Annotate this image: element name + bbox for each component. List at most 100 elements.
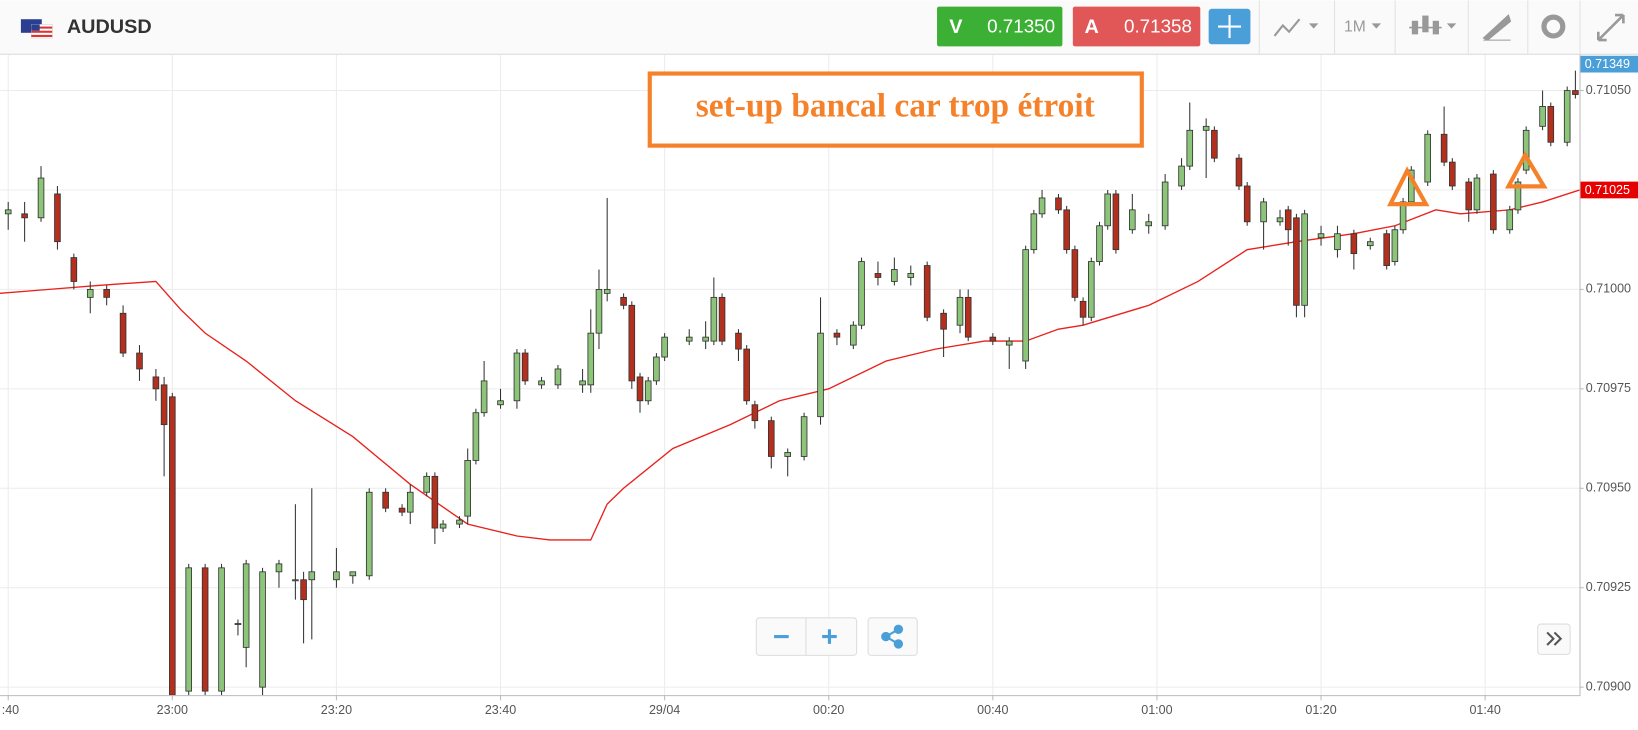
price-tag (1580, 55, 1638, 73)
candle-body (1202, 125, 1210, 131)
candle-body (858, 261, 865, 326)
candle-body (685, 336, 693, 342)
x-tick-label: 00:40 (977, 703, 1008, 717)
candle-body (1473, 177, 1481, 211)
candle-body (472, 412, 480, 461)
candle-body (1055, 197, 1062, 211)
candle-body (275, 563, 283, 573)
candle-body (1112, 193, 1120, 251)
candle-icon[interactable] (1409, 15, 1457, 35)
candle-body (1243, 185, 1251, 223)
y-tick-label: 0.70925 (1586, 580, 1631, 594)
zoom-controls (755, 617, 1571, 656)
y-tick-label: 0.70950 (1586, 481, 1631, 495)
candle-body (1005, 340, 1013, 346)
candle-body (234, 623, 242, 625)
buy-button[interactable] (1072, 6, 1201, 47)
candle-body (185, 567, 193, 692)
candle-body (218, 567, 225, 692)
candle-body (1563, 90, 1571, 143)
candle-body (940, 312, 947, 330)
candle-body (1096, 225, 1103, 262)
candle-body (989, 336, 997, 342)
candle-body (1465, 181, 1473, 211)
candle-body (1104, 193, 1111, 227)
annotation-text: set-up bancal car trop étroit (696, 88, 1095, 125)
candle-body (1440, 133, 1448, 163)
candle-body (891, 269, 898, 282)
buy-price[interactable]: 0.71358 (1124, 16, 1192, 37)
candle-body (1178, 165, 1185, 187)
candle-body (554, 368, 562, 386)
candle-body (1161, 181, 1169, 227)
candle-body (636, 376, 644, 402)
candle-body (349, 571, 357, 577)
candle-body (538, 380, 545, 386)
candle-body (1490, 173, 1497, 231)
candle-body (4, 209, 12, 215)
price-tag-label: 0.71349 (1585, 57, 1630, 71)
sell-price[interactable]: 0.71350 (987, 16, 1055, 37)
candle-body (333, 571, 340, 581)
candle-body (497, 400, 504, 406)
candle-body (1334, 233, 1341, 251)
candle-body (103, 288, 110, 298)
candle-body (86, 288, 94, 298)
x-tick-label: 23:20 (321, 703, 352, 717)
candle-body (1186, 129, 1194, 167)
timeframe[interactable]: 1M (1344, 19, 1366, 36)
candle-body (1572, 90, 1579, 95)
share-button[interactable] (867, 617, 918, 656)
sell-button[interactable] (937, 6, 1063, 47)
candle-body (1506, 209, 1514, 231)
axes: 0.70900 0.70925 0.70950 0.70975 0.71000 0.710… (2, 55, 1638, 717)
annotation-box (647, 71, 1144, 148)
x-tick-label: 01:00 (1141, 703, 1172, 717)
chart-type-icon[interactable] (1273, 18, 1319, 37)
candle-body (1293, 217, 1300, 306)
flag-icon (20, 19, 53, 39)
symbol[interactable]: AUDUSD (67, 16, 152, 38)
sell-label[interactable]: V (949, 16, 963, 38)
candle-body (1399, 201, 1407, 231)
candle-body (259, 571, 266, 688)
x-tick-label: 23:00 (157, 703, 188, 717)
buy-label[interactable]: A (1084, 16, 1098, 38)
candle-body (37, 177, 45, 219)
candle-body (308, 571, 316, 581)
candle-body (1030, 213, 1038, 251)
fullscreen-icon[interactable] (1596, 13, 1625, 42)
y-tick-label: 0.71000 (1586, 282, 1631, 296)
candle-body (382, 491, 389, 509)
toolbar: AUDUSD V 0.71350 A 0.71358 1M (0, 0, 1638, 55)
candle-body (423, 475, 430, 493)
x-tick-label: 01:20 (1305, 703, 1336, 717)
candle-body (850, 324, 857, 346)
candle-body (587, 332, 595, 386)
candle-body (292, 579, 299, 582)
candle-body (833, 332, 841, 338)
candle-body (1301, 213, 1308, 306)
candle-body (1317, 233, 1325, 239)
settings-icon[interactable] (1541, 14, 1566, 39)
candle-body (579, 380, 586, 386)
candle-body (1145, 221, 1153, 227)
candle-body (1383, 233, 1390, 266)
y-tick-label: 0.71050 (1586, 83, 1631, 97)
candle-body (1276, 217, 1284, 223)
candle-body (119, 312, 127, 354)
zoom-in-button[interactable] (822, 629, 837, 644)
candle-body (907, 273, 915, 278)
toolbar-separators (1258, 0, 1581, 54)
price-tag-label: 0.71025 (1585, 183, 1630, 197)
candle-body (1211, 129, 1218, 159)
candle-body (242, 563, 250, 648)
candle-body (702, 336, 709, 342)
candle-body (718, 296, 726, 342)
candle-body (817, 332, 824, 418)
draw-icon[interactable] (1482, 14, 1512, 41)
candle-body (603, 288, 611, 294)
candle-body (800, 416, 808, 457)
